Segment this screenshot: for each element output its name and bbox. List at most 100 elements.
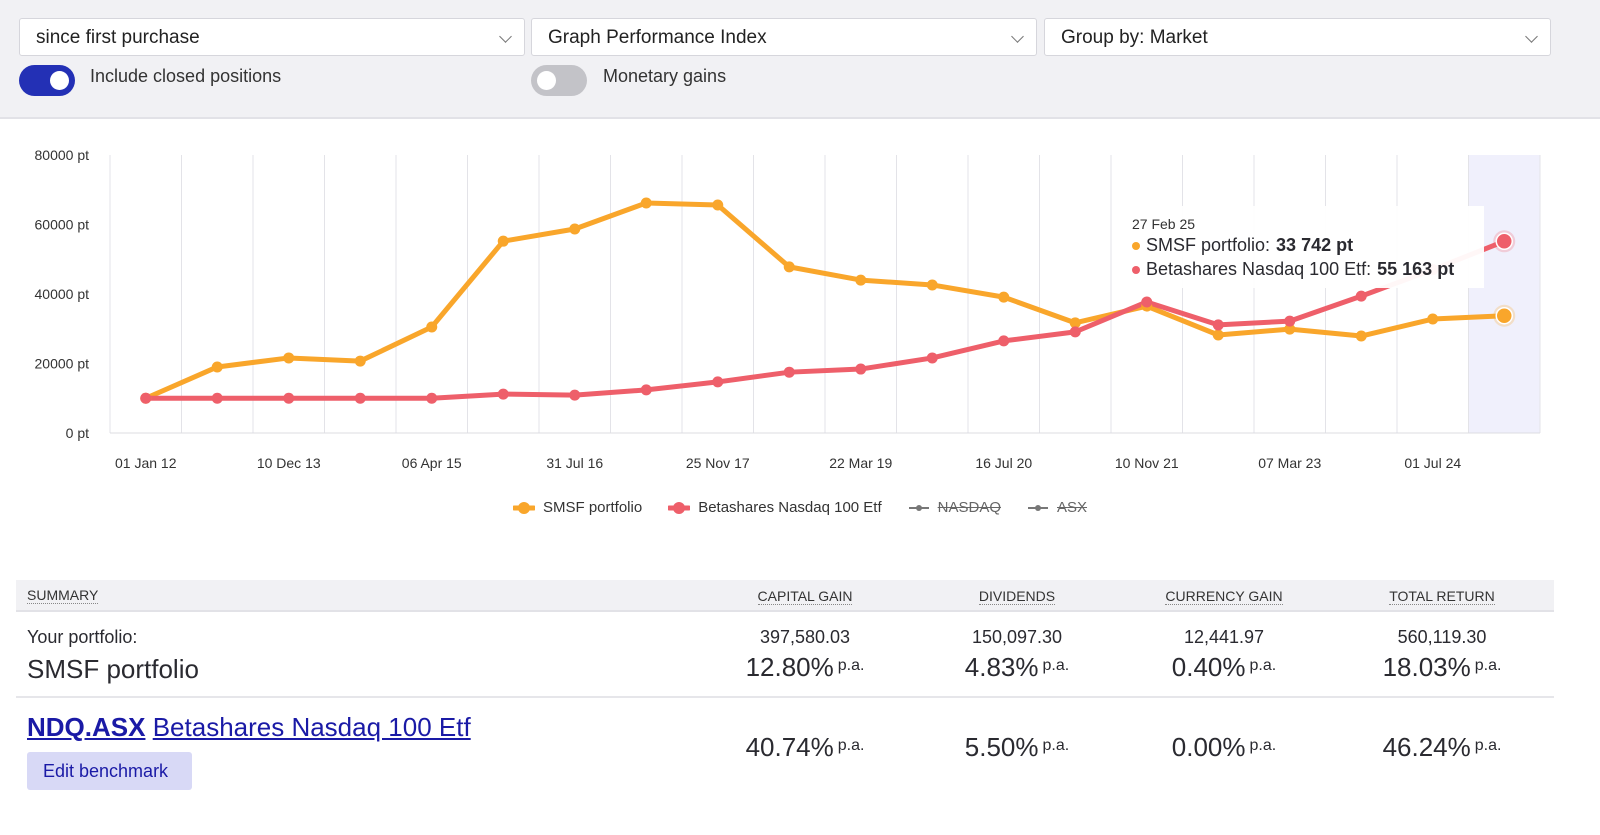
tooltip-label: Betashares Nasdaq 100 Etf: bbox=[1146, 259, 1372, 279]
legend-marker-icon bbox=[668, 501, 691, 514]
tooltip-label: SMSF portfolio: bbox=[1146, 235, 1271, 255]
legend-item-smsf[interactable]: SMSF portfolio bbox=[512, 499, 642, 516]
pa-label: p.a. bbox=[1042, 656, 1070, 674]
data-point bbox=[712, 376, 724, 388]
legend-marker-icon bbox=[1028, 504, 1048, 511]
monetary-gains-toggle[interactable] bbox=[531, 65, 587, 96]
x-tick-label: 07 Mar 23 bbox=[1258, 455, 1321, 471]
benchmark-percent-cell: 46.24% p.a. bbox=[1342, 732, 1542, 763]
portfolio-percent: 12.80% bbox=[745, 652, 834, 682]
x-tick-label: 01 Jan 12 bbox=[115, 455, 177, 471]
series-dot-icon bbox=[1132, 241, 1140, 250]
tooltip-date: 27 Feb 25 bbox=[1132, 216, 1196, 232]
data-point bbox=[211, 361, 223, 373]
legend-item-nasdaq[interactable]: NASDAQ bbox=[908, 499, 1001, 516]
pa-label: p.a. bbox=[1474, 736, 1502, 754]
data-point bbox=[497, 388, 509, 400]
legend-item-asx[interactable]: ASX bbox=[1027, 499, 1087, 516]
benchmark-percent: 40.74% bbox=[745, 732, 834, 762]
data-point bbox=[140, 392, 152, 404]
data-point-active bbox=[1495, 232, 1513, 251]
period-select[interactable]: since first purchase bbox=[19, 18, 525, 56]
portfolio-amount: 397,580.03 bbox=[759, 627, 851, 647]
pa-label: p.a. bbox=[837, 656, 865, 674]
data-point bbox=[640, 384, 652, 396]
data-point bbox=[497, 235, 509, 247]
data-point bbox=[1355, 290, 1367, 302]
monetary-gains-label: Monetary gains bbox=[603, 66, 727, 86]
portfolio-percent-cell: 4.83% p.a. bbox=[917, 652, 1117, 683]
benchmark-row: NDQ.ASX Betashares Nasdaq 100 Etf Edit b… bbox=[16, 698, 1554, 798]
data-point bbox=[354, 355, 366, 367]
data-point bbox=[855, 274, 867, 286]
header-dividends[interactable]: DIVIDENDS bbox=[978, 588, 1056, 605]
data-point bbox=[211, 392, 223, 404]
legend-marker-icon bbox=[908, 504, 929, 511]
benchmark-percent-cell: 40.74% p.a. bbox=[705, 732, 905, 763]
portfolio-percent-cell: 0.40% p.a. bbox=[1124, 652, 1324, 683]
pa-label: p.a. bbox=[837, 736, 865, 754]
data-point bbox=[569, 389, 581, 401]
data-point bbox=[283, 392, 295, 404]
portfolio-amount: 560,119.30 bbox=[1397, 627, 1487, 647]
data-point bbox=[1284, 323, 1296, 335]
data-point bbox=[712, 199, 724, 211]
x-tick-label: 16 Jul 20 bbox=[975, 455, 1032, 471]
x-tick-label: 31 Jul 16 bbox=[546, 455, 603, 471]
benchmark-percent: 0.00% bbox=[1171, 732, 1246, 762]
chart-tooltip: 27 Feb 25 SMSF portfolio: 33 742 pt Beta… bbox=[1122, 206, 1484, 288]
benchmark-percent: 5.50% bbox=[964, 732, 1039, 762]
data-point bbox=[855, 363, 867, 375]
header-summary[interactable]: SUMMARY bbox=[27, 587, 99, 604]
pa-label: p.a. bbox=[1042, 736, 1070, 754]
header-cell: CAPITAL GAIN bbox=[705, 588, 905, 605]
y-tick-label: 40000 pt bbox=[35, 286, 90, 302]
y-tick-label: 60000 pt bbox=[35, 217, 90, 233]
portfolio-percent: 0.40% bbox=[1171, 652, 1246, 682]
data-point bbox=[1212, 319, 1224, 331]
legend-item-betashares[interactable]: Betashares Nasdaq 100 Etf bbox=[668, 499, 882, 516]
y-tick-label: 0 pt bbox=[66, 425, 89, 441]
portfolio-amount: 150,097.30 bbox=[971, 627, 1063, 647]
graph-type-select[interactable]: Graph Performance Index bbox=[531, 18, 1037, 56]
pa-label: p.a. bbox=[1474, 656, 1502, 674]
group-by-select-value: Group by: Market bbox=[1061, 27, 1208, 48]
benchmark-name-link[interactable]: Betashares Nasdaq 100 Etf bbox=[152, 712, 471, 742]
toggle-knob bbox=[537, 71, 556, 90]
performance-chart: 0 pt 20000 pt 40000 pt 60000 pt 80000 pt 01 J… bbox=[35, 147, 1541, 471]
benchmark-percent: 46.24% bbox=[1382, 732, 1471, 762]
portfolio-amount: 12,441.97 bbox=[1183, 627, 1265, 647]
data-point bbox=[1069, 326, 1081, 338]
header-capital-gain[interactable]: CAPITAL GAIN bbox=[757, 588, 853, 605]
group-by-select[interactable]: Group by: Market bbox=[1044, 18, 1551, 56]
data-point bbox=[926, 352, 938, 364]
benchmark-code-link[interactable]: NDQ.ASX bbox=[27, 712, 146, 742]
legend-marker-icon bbox=[512, 501, 535, 514]
tooltip-row: SMSF portfolio: 33 742 pt bbox=[1132, 235, 1474, 256]
legend-label: Betashares Nasdaq 100 Etf bbox=[698, 499, 882, 516]
data-point bbox=[283, 352, 295, 364]
data-point bbox=[1427, 313, 1439, 325]
data-point bbox=[783, 366, 795, 378]
legend-label: ASX bbox=[1057, 499, 1088, 516]
edit-benchmark-button[interactable]: Edit benchmark bbox=[27, 752, 192, 790]
y-tick-label: 80000 pt bbox=[35, 147, 90, 163]
data-point bbox=[783, 261, 795, 273]
data-point bbox=[998, 335, 1010, 347]
header-cell: DIVIDENDS bbox=[917, 588, 1117, 605]
include-closed-positions-toggle[interactable] bbox=[19, 65, 75, 96]
toggle-knob bbox=[50, 71, 69, 90]
y-tick-label: 20000 pt bbox=[35, 356, 90, 372]
header-currency-gain[interactable]: CURRENCY GAIN bbox=[1165, 588, 1283, 605]
pa-label: p.a. bbox=[1249, 736, 1277, 754]
header-total-return[interactable]: TOTAL RETURN bbox=[1389, 588, 1495, 605]
pa-label: p.a. bbox=[1249, 656, 1277, 674]
data-point bbox=[426, 321, 438, 333]
header-cell: TOTAL RETURN bbox=[1342, 588, 1542, 605]
portfolio-percent: 18.03% bbox=[1382, 652, 1471, 682]
data-point bbox=[926, 279, 938, 291]
summary-header: SUMMARY CAPITAL GAIN DIVIDENDS CURRENCY … bbox=[16, 580, 1554, 612]
chart-legend: SMSF portfolio Betashares Nasdaq 100 Etf… bbox=[0, 499, 1600, 516]
portfolio-row: Your portfolio: SMSF portfolio 397,580.0… bbox=[16, 612, 1554, 698]
series-dot-icon bbox=[1132, 265, 1140, 274]
